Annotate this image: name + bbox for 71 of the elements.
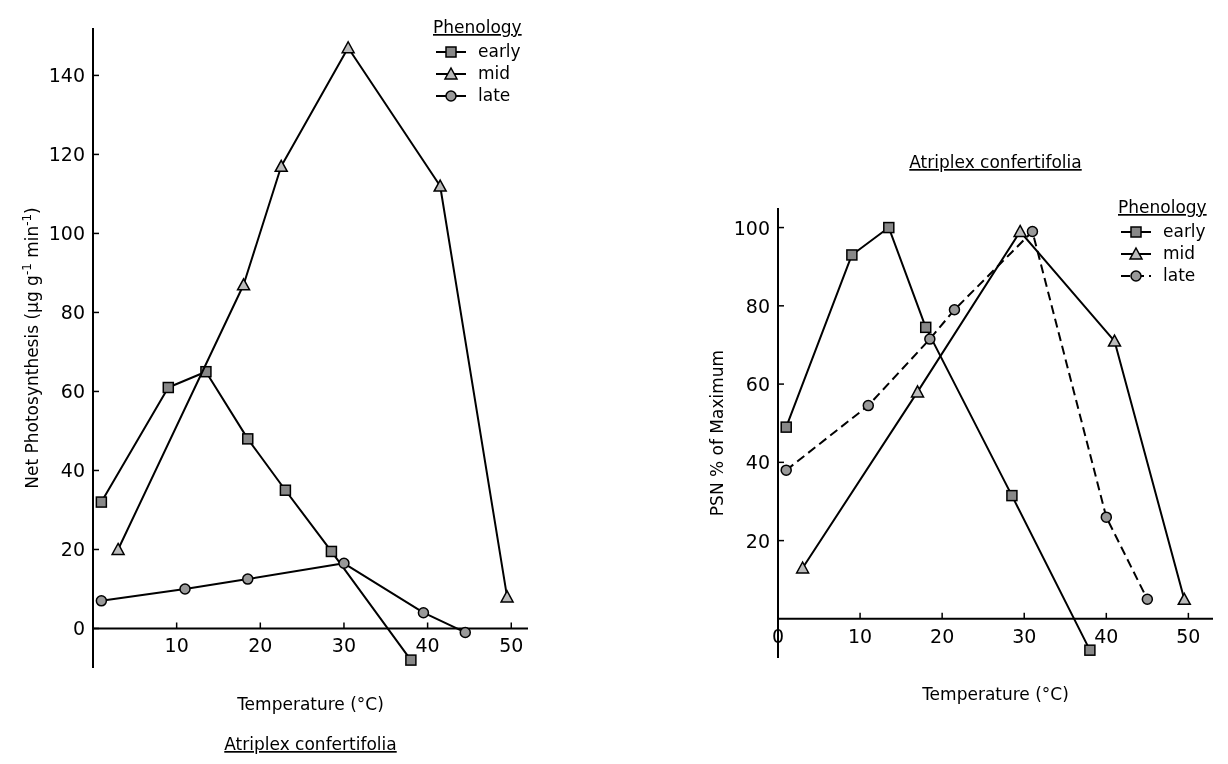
y-tick-label: 20 <box>745 529 770 552</box>
point <box>1006 489 1018 502</box>
point <box>405 654 417 666</box>
point <box>1177 592 1192 606</box>
point <box>338 557 350 570</box>
point <box>500 590 514 603</box>
point <box>1026 225 1039 238</box>
y-tick-label: 100 <box>733 216 770 239</box>
y-tick-label: 40 <box>60 459 85 482</box>
legend-label: early <box>1163 221 1206 241</box>
point <box>95 496 108 508</box>
x-tick-label: 50 <box>1176 624 1201 647</box>
y-axis-title: PSN % of Maximum <box>707 349 727 517</box>
point <box>1084 644 1096 656</box>
point <box>924 333 936 345</box>
x-axis-title: Temperature (°C) <box>921 684 1069 704</box>
x-tick-label: 40 <box>415 634 440 657</box>
y-tick-label: 60 <box>745 373 770 396</box>
chart-title: Atriplex confertifolia <box>909 152 1082 172</box>
point <box>883 221 895 234</box>
point <box>162 381 175 394</box>
point <box>279 484 292 496</box>
point <box>910 385 925 398</box>
point <box>95 595 108 607</box>
y-tick-label: 100 <box>48 222 85 245</box>
point <box>242 573 254 585</box>
x-tick-label: 30 <box>331 634 357 657</box>
point <box>780 464 792 476</box>
point <box>780 421 792 433</box>
point <box>1141 593 1154 606</box>
legend-label: late <box>1163 265 1196 285</box>
point <box>417 606 430 619</box>
y-tick-label: 140 <box>48 64 85 87</box>
y-tick-label: 120 <box>48 143 85 166</box>
point <box>236 278 251 291</box>
point <box>242 433 254 445</box>
x-tick-label: 10 <box>847 624 873 647</box>
legend-label: mid <box>1163 243 1196 263</box>
x-tick-label: 10 <box>164 634 189 657</box>
text: Atriplex confertifolia <box>224 734 397 754</box>
legend-title: Phenology <box>1118 197 1207 217</box>
x-tick-label: 40 <box>1094 624 1119 647</box>
x-tick-label: 30 <box>1012 624 1037 647</box>
x-tick-label: 20 <box>930 624 955 647</box>
point <box>459 626 472 639</box>
point <box>433 179 447 192</box>
y-tick-label: 60 <box>60 380 85 403</box>
x-axis-title: Temperature (°C) <box>236 694 384 714</box>
point <box>948 303 961 316</box>
legend-label: early <box>478 41 521 61</box>
point <box>111 542 125 556</box>
legend-label: mid <box>478 63 511 83</box>
point <box>1100 511 1113 523</box>
point <box>862 399 875 412</box>
legend-label: late <box>478 85 511 105</box>
y-tick-label: 20 <box>60 538 85 561</box>
x-tick-label: 20 <box>248 634 273 657</box>
point <box>274 159 288 173</box>
y-tick-label: 80 <box>60 301 85 324</box>
point <box>179 583 191 595</box>
point <box>795 561 810 574</box>
x-tick-label: 50 <box>499 634 524 657</box>
point <box>1107 334 1122 347</box>
point <box>1013 224 1027 238</box>
point <box>919 321 932 334</box>
legend-title: Phenology <box>433 17 522 37</box>
point <box>846 249 858 261</box>
y-tick-label: 40 <box>745 451 770 474</box>
y-tick-label: 80 <box>745 294 770 317</box>
point <box>341 41 355 54</box>
point <box>325 545 338 558</box>
